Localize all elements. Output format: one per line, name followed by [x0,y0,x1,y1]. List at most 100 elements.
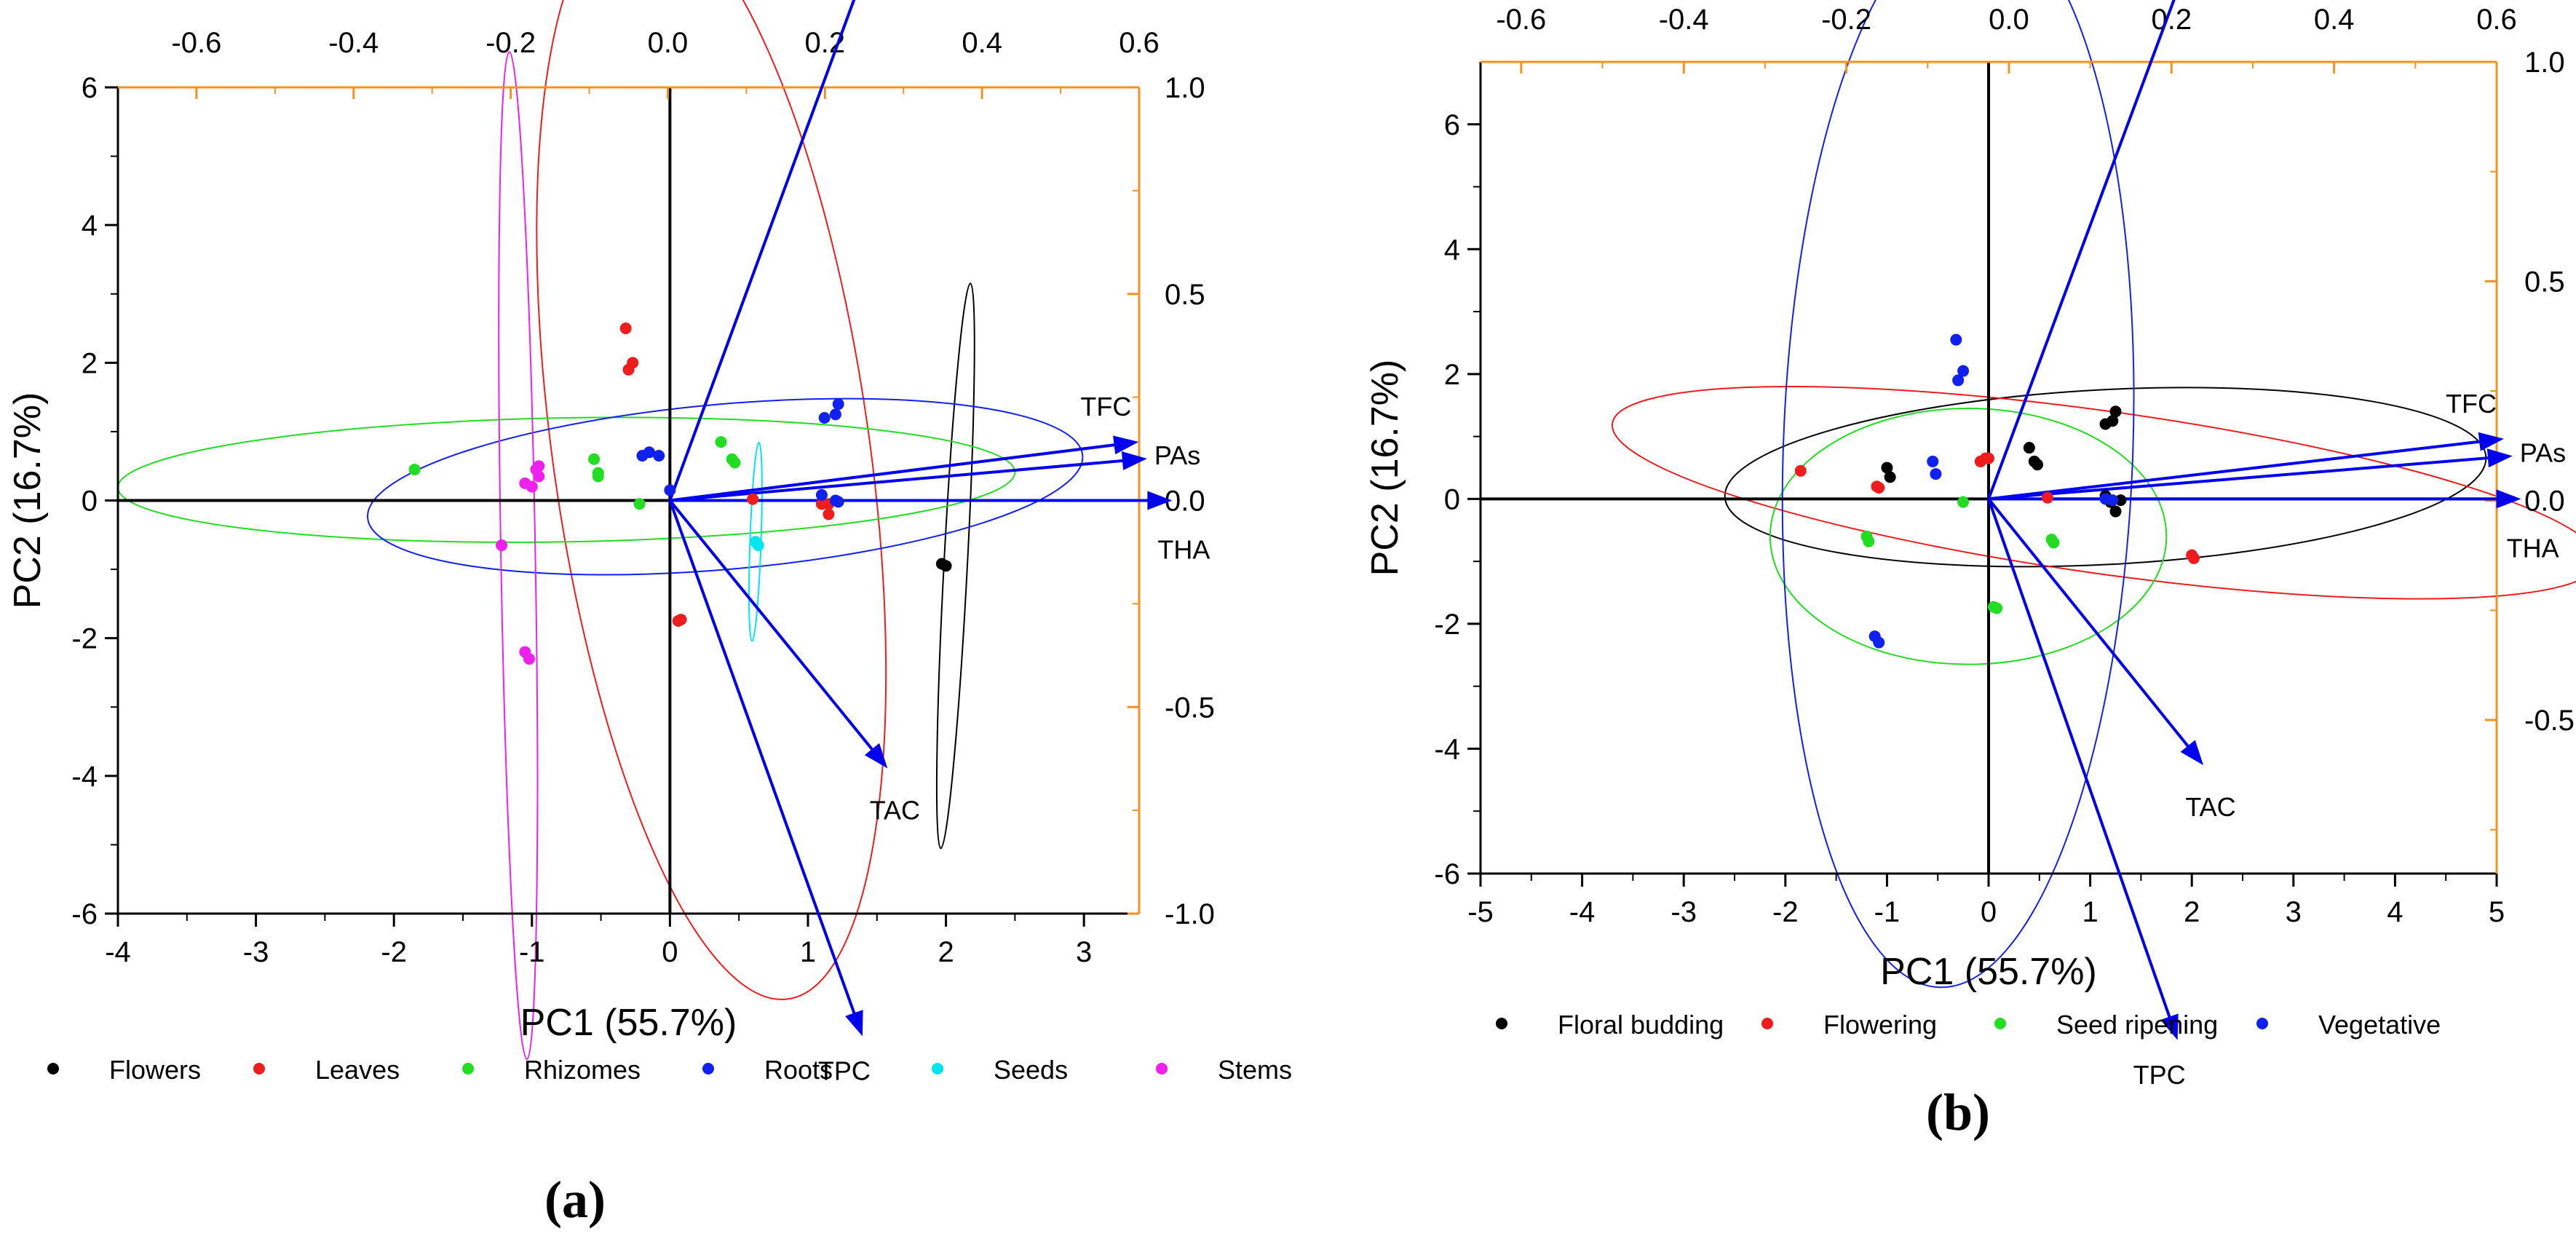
y-tick-label: 6 [1444,109,1460,141]
x-tick-label: -2 [381,936,407,968]
right-tick-label: 0.0 [2524,486,2565,518]
legend-label-floral-budding: Floral budding [1558,1010,1724,1040]
legend-marker-flowers [47,1063,59,1074]
y-tick-label: 4 [82,210,98,242]
score-point-roots [818,412,831,424]
y-axis-title: PC2 (16.7%) [7,392,49,609]
score-point-leaves [622,363,635,376]
y-tick-label: -6 [71,898,98,930]
x-tick-label: -3 [1671,896,1697,928]
legend-label-roots: Roots [764,1055,833,1085]
loading-arrowhead-tfc [2478,432,2504,451]
y-tick-label: 6 [82,72,98,104]
right-tick-label: 0.0 [1165,486,1205,518]
loading-label-pas: PAs [2520,438,2566,467]
score-point-vegetative [2107,494,2119,507]
right-tick-label: 1.0 [1165,72,1205,104]
x-tick-label: -2 [1772,896,1799,928]
y-tick-label: -6 [1434,858,1460,890]
score-point-floral-budding [2107,415,2119,427]
x-tick-label: 0 [662,936,678,968]
x-tick-label: -4 [105,936,131,968]
loading-label-pas: PAs [1154,440,1200,470]
score-point-roots [832,496,844,508]
y-tick-label: 2 [82,347,98,379]
y-tick-label: -2 [1434,609,1460,641]
score-point-flowering [2187,552,2200,564]
score-point-rhizomes [408,463,421,475]
y-tick-label: -4 [71,761,98,793]
score-point-floral-budding [1881,462,1893,474]
loading-label-tac: TAC [870,796,920,826]
loading-label-tpc: TPC [818,1056,871,1086]
loading-arrowhead-tha [1147,491,1173,510]
score-point-leaves [823,508,835,520]
legend-marker-seed-ripening [1994,1018,2006,1029]
loading-arrow-pas [670,458,1133,502]
x-tick-label: 4 [2387,896,2403,928]
top-tick-label: -0.4 [328,27,379,59]
loading-label-tpc: TPC [2133,1060,2186,1090]
x-tick-label: -3 [243,936,269,968]
legend-marker-leaves [253,1063,265,1074]
legend-label-seed-ripening: Seed ripening [2056,1010,2218,1040]
x-tick-label: -1 [1874,896,1901,928]
loading-arrowhead-pas [2486,448,2513,468]
top-tick-label: -0.4 [1659,4,1709,36]
right-tick-label: 0.5 [1165,279,1205,311]
score-point-seed-ripening [2048,537,2060,549]
score-point-roots [653,450,665,462]
legend-marker-rhizomes [462,1063,474,1074]
confidence-ellipse-leaves [536,0,887,1000]
loading-arrowhead-tac [2180,740,2203,766]
y-tick-label: -4 [1434,733,1460,765]
loading-arrow-ttc [668,0,856,502]
loading-label-tha: THA [1157,535,1210,565]
panel-label: (a) [544,1171,606,1229]
loading-arrow-tac [668,499,880,759]
panel-label: (b) [1926,1083,1990,1141]
x-axis-title: PC1 (55.7%) [1880,951,2097,993]
score-point-floral-budding [2109,405,2122,418]
score-point-roots [643,446,655,459]
loading-arrow-tfc [1988,439,2490,501]
legend-label-flowering: Flowering [1823,1010,1937,1040]
score-point-roots [664,484,676,496]
y-tick-label: 0 [82,486,98,518]
score-point-rhizomes [588,453,601,465]
score-point-vegetative [1873,636,1885,649]
confidence-ellipse-stems [498,51,539,1061]
score-point-flowering [1794,464,1807,477]
x-tick-label: 2 [938,936,954,968]
right-tick-label: -0.5 [2524,705,2575,737]
confidence-ellipse-rhizomes [117,416,1016,543]
loading-arrowhead-tpc [845,1010,863,1037]
x-tick-label: 5 [2489,896,2505,928]
top-tick-label: 0.6 [2476,4,2517,36]
score-point-vegetative [1957,365,1970,377]
score-point-flowers [940,560,952,572]
score-point-roots [829,408,841,421]
y-tick-label: 2 [1444,359,1460,391]
loading-label-tfc: TFC [2446,389,2497,419]
loading-arrow-tpc [668,499,859,1024]
top-tick-label: -0.6 [1496,4,1546,36]
score-point-stems [533,470,545,483]
loading-arrowhead-pas [1121,451,1147,470]
y-tick-label: 4 [1444,234,1460,266]
loading-arrow-pas [1988,456,2499,501]
score-point-seeds [752,539,764,551]
loading-arrow-ttc [1987,0,2176,500]
score-point-flowering [2041,491,2053,504]
confidence-ellipse-floral-budding [1724,387,2487,568]
x-tick-label: 1 [2082,896,2098,928]
score-point-floral-budding [2115,494,2127,507]
legend-label-flowers: Flowers [109,1055,201,1085]
legend-label-rhizomes: Rhizomes [524,1055,641,1085]
confidence-ellipse-roots [367,397,1084,576]
legend-label-seeds: Seeds [994,1055,1068,1085]
score-point-vegetative [1950,333,1962,346]
score-point-rhizomes [715,436,727,448]
